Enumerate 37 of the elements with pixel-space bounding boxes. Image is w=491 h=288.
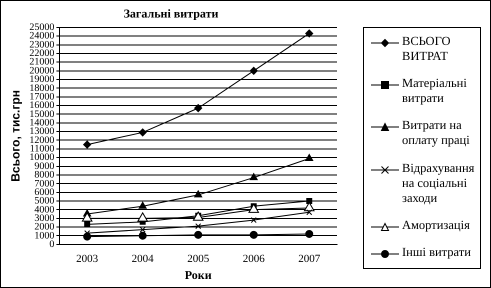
- x-tick-label: 2005: [187, 252, 210, 265]
- y-tick-label: 24000: [29, 30, 54, 42]
- y-tick-label: 12000: [29, 134, 54, 146]
- y-tick-label: 5000: [34, 196, 54, 207]
- x-tick-label: 2007: [298, 252, 321, 265]
- y-tick-label: 8000: [34, 170, 54, 181]
- y-tick-label: 20000: [29, 65, 54, 76]
- y-tick-label: 2000: [34, 222, 54, 233]
- y-tick-label: 16000: [29, 100, 54, 112]
- x-tick-label: 2003: [76, 252, 99, 265]
- y-tick-label: 18000: [29, 82, 54, 94]
- y-tick-label: 21000: [29, 56, 54, 68]
- y-tick-label: 23000: [29, 39, 54, 50]
- y-axis-title: Всього, тис.грн: [8, 90, 23, 182]
- y-tick-label: 10000: [29, 152, 54, 164]
- x-tick-label: 2004: [132, 252, 154, 265]
- x-tick-label: 2006: [242, 252, 266, 265]
- y-tick-label: 6000: [34, 186, 54, 198]
- legend-label: ВСЬОГО ВИТРАТ: [402, 34, 452, 64]
- legend-label: Відрахування на соціальні заходи: [402, 160, 476, 206]
- legend-label: Матеріальні витрати: [402, 76, 468, 106]
- y-tick-label: 7000: [34, 178, 54, 190]
- legend-label: Амортизація: [402, 218, 470, 233]
- y-tick-label: 19000: [29, 74, 54, 86]
- y-tick-label: 13000: [29, 126, 54, 138]
- y-tick-label: 17000: [29, 91, 54, 102]
- y-tick-label: 4000: [34, 204, 54, 216]
- chart-title: Загальні витрати: [124, 6, 218, 20]
- y-tick-label: 3000: [34, 212, 54, 224]
- y-tick-label: 11000: [30, 144, 54, 155]
- legend-label: Витрати на оплату праці: [402, 118, 471, 148]
- y-tick-label: 0: [49, 239, 54, 250]
- x-axis-title: Роки: [184, 268, 212, 282]
- y-tick-label: 9000: [34, 160, 54, 172]
- legend-label: Інші витрати: [402, 244, 471, 260]
- y-tick-label: 15000: [29, 108, 54, 120]
- y-tick-label: 1000: [34, 230, 54, 242]
